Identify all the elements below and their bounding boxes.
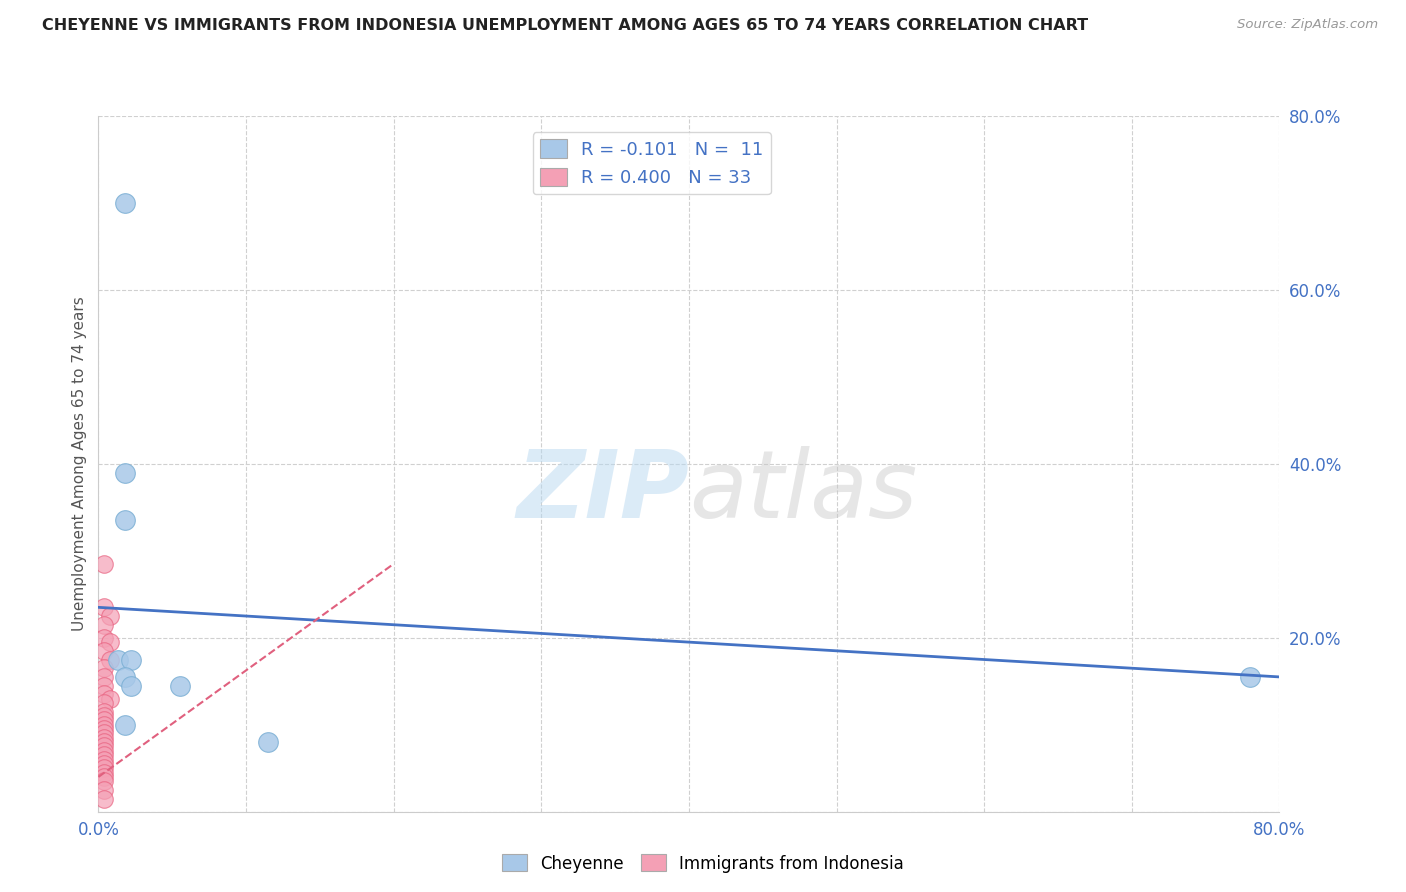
Point [93,748,115,763]
Point [98,635,121,649]
Point [93,617,115,632]
Point [114,466,136,480]
Point [93,722,115,736]
Point [169,679,191,693]
Point [114,717,136,731]
Point [93,753,115,767]
Point [98,652,121,666]
Point [257,735,280,749]
Point [1239,670,1261,684]
Legend: Cheyenne, Immigrants from Indonesia: Cheyenne, Immigrants from Indonesia [495,847,911,880]
Point [93,735,115,749]
Text: Source: ZipAtlas.com: Source: ZipAtlas.com [1237,18,1378,31]
Point [98,691,121,706]
Point [93,791,115,805]
Point [93,670,115,684]
Y-axis label: Unemployment Among Ages 65 to 74 years: Unemployment Among Ages 65 to 74 years [72,296,87,632]
Point [93,679,115,693]
Point [114,196,136,211]
Point [93,705,115,719]
Point [114,670,136,684]
Legend: R = -0.101   N =  11, R = 0.400   N = 33: R = -0.101 N = 11, R = 0.400 N = 33 [533,132,770,194]
Point [93,557,115,571]
Point [93,661,115,675]
Point [93,631,115,645]
Point [98,609,121,624]
Text: atlas: atlas [689,446,917,537]
Point [93,714,115,728]
Point [93,774,115,789]
Point [93,644,115,658]
Text: CHEYENNE VS IMMIGRANTS FROM INDONESIA UNEMPLOYMENT AMONG AGES 65 TO 74 YEARS COR: CHEYENNE VS IMMIGRANTS FROM INDONESIA UN… [42,18,1088,33]
Point [93,783,115,797]
Point [93,770,115,784]
Point [93,709,115,723]
Point [120,679,142,693]
Point [93,717,115,731]
Point [93,744,115,758]
Point [114,513,136,527]
Point [93,731,115,745]
Point [93,696,115,710]
Point [107,652,129,666]
Point [93,761,115,775]
Point [93,726,115,740]
Point [93,687,115,701]
Point [93,739,115,754]
Point [93,600,115,615]
Text: ZIP: ZIP [516,446,689,538]
Point [93,765,115,780]
Point [93,756,115,771]
Point [120,652,142,666]
